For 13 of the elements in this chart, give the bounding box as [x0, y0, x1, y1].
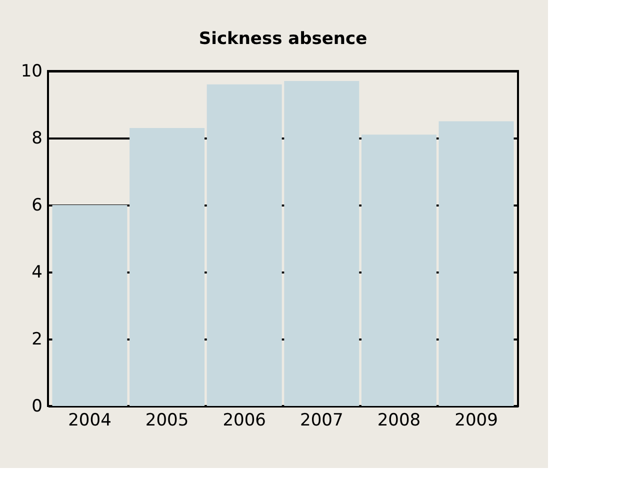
y-tick-label: 2: [32, 330, 42, 350]
x-tick-label: 2006: [222, 410, 266, 430]
y-tick-label: 4: [32, 262, 42, 282]
x-tick-label: 2005: [145, 410, 189, 430]
y-tick-label: 8: [32, 128, 42, 148]
chart-title: Sickness absence: [198, 29, 368, 49]
y-tick-label: 10: [20, 62, 42, 82]
y-tick-label: 6: [32, 196, 42, 216]
x-tick-label: 2009: [454, 410, 498, 430]
x-tick-label: 2007: [300, 410, 344, 430]
x-tick-label: 2008: [377, 410, 421, 430]
y-tick-label: 0: [32, 396, 42, 416]
x-tick-label: 2004: [68, 410, 112, 430]
